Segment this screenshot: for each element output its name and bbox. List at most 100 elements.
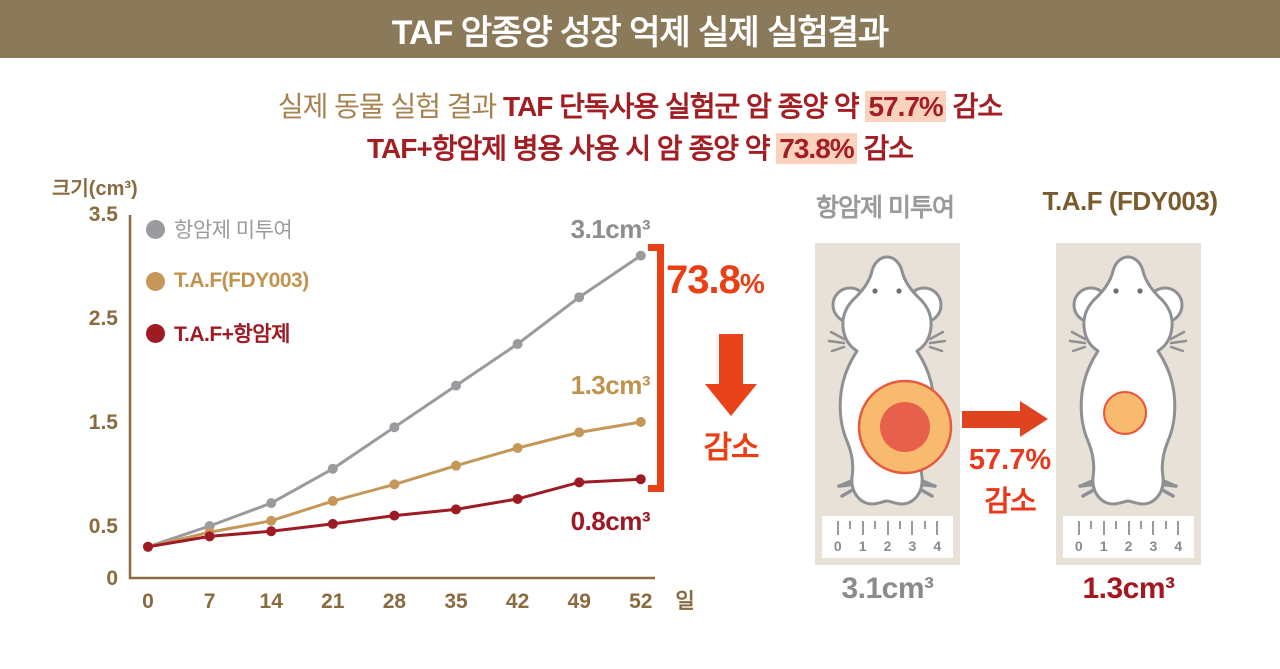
data-point [512, 443, 523, 453]
reduction-percent-value: 73.8 [666, 258, 741, 302]
data-point [266, 526, 277, 537]
data-point [635, 417, 646, 427]
right-arrow-icon [962, 411, 1020, 428]
x-tick-label: 21 [321, 590, 345, 613]
reduction-percent: 73.8% [666, 258, 765, 303]
ruler-number: 2 [1124, 538, 1133, 554]
data-point [451, 504, 461, 515]
data-point [327, 496, 338, 507]
y-tick-label: 3.5 [89, 203, 119, 226]
data-point [574, 292, 585, 303]
x-tick-label: 52 [629, 590, 652, 613]
data-point [266, 515, 277, 526]
legend-label-taf-chemo: T.A.F+항암제 [174, 323, 290, 346]
percent-sign: % [739, 268, 765, 299]
x-tick-label: 35 [444, 590, 468, 613]
ruler-tick [1115, 521, 1118, 529]
x-tick-label: 49 [568, 590, 591, 613]
series-end-label-gray: 3.1cm³ [570, 214, 651, 244]
page-title: TAF 암종양 성장 억제 실제 실험결과 [391, 13, 889, 52]
tumor-size-control: 3.1cm³ [841, 572, 934, 605]
subtitle-line1-suffix: 감소 [945, 91, 1004, 122]
header-bar: TAF 암종양 성장 억제 실제 실험결과 [0, 0, 1280, 58]
ruler-tick [923, 521, 926, 529]
chart-legend: 항암제 미투여 T.A.F(FDY003) T.A.F+항암제 [146, 216, 309, 346]
x-axis-unit-label: 일 [675, 590, 694, 613]
ruler-tick [849, 521, 852, 529]
subtitle-line-2: TAF+항암제 병용 사용 시 암 종양 약 73.8% 감소 [0, 128, 1280, 170]
reduction-word: 감소 [703, 430, 759, 465]
data-point [204, 531, 215, 542]
ruler-number: 0 [1074, 538, 1083, 554]
reduction-bracket [648, 244, 664, 492]
subtitle-prefix: 실제 동물 실험 결과 [277, 91, 504, 122]
subtitle: 실제 동물 실험 결과 TAF 단독사용 실험군 암 종양 약 57.7% 감소… [0, 86, 1280, 170]
y-tick-label: 0 [106, 567, 118, 590]
data-point [143, 541, 153, 552]
tumor-growth-line-chart: 0 0.5 1.5 2.5 3.5 0 7 14 21 28 35 42 49 52 일 [89, 203, 695, 613]
ruler-number: 1 [858, 538, 867, 554]
ruler-tick [1127, 521, 1130, 535]
ruler-number: 3 [1149, 538, 1158, 554]
ruler-tick [1177, 521, 1180, 535]
legend-label-control: 항암제 미투여 [174, 219, 293, 242]
subtitle-line1-text: TAF 단독사용 실험군 암 종양 약 [503, 91, 866, 122]
ruler-tick [1102, 521, 1105, 535]
data-point [512, 493, 523, 504]
subtitle-line1-percent: 57.7% [865, 91, 946, 122]
series-end-label-gold: 1.3cm³ [570, 370, 651, 400]
data-point [635, 474, 646, 485]
legend-dot-gold [146, 271, 165, 291]
x-tick-label: 14 [260, 590, 284, 613]
ruler-tick [1090, 521, 1093, 529]
legend-label-taf: T.A.F(FDY003) [174, 269, 309, 292]
ruler-tick [861, 521, 864, 535]
legend-item-control: 항암제 미투여 [146, 216, 309, 242]
data-point [266, 498, 277, 509]
x-tick-label: 7 [204, 590, 216, 613]
comparison-title-control: 항암제 미투여 [816, 194, 955, 222]
ruler-tick [886, 521, 889, 535]
ruler-tick [911, 521, 914, 535]
comparison-word: 감소 [984, 486, 1036, 518]
data-point [635, 250, 646, 261]
chart-axes [128, 215, 655, 580]
legend-item-taf: T.A.F(FDY003) [146, 268, 309, 294]
ruler-tick [1077, 521, 1080, 535]
y-tick-label: 2.5 [89, 307, 119, 330]
ruler-tick [1152, 521, 1155, 535]
down-arrow-icon [719, 334, 743, 386]
ruler-number: 4 [933, 538, 942, 554]
comparison-percent: 57.7% [968, 444, 1052, 476]
ruler-tick [1139, 521, 1142, 529]
ruler-number: 2 [883, 538, 892, 554]
ruler-tick [874, 521, 877, 529]
ruler-tick [836, 521, 839, 535]
legend-dot-red [146, 323, 165, 343]
y-tick-label: 1.5 [89, 411, 119, 434]
legend-item-taf-chemo: T.A.F+항암제 [146, 320, 309, 346]
data-point [574, 477, 585, 488]
x-tick-label: 0 [142, 590, 154, 613]
subtitle-line2-percent: 73.8% [776, 133, 857, 164]
ruler-tick [898, 521, 901, 529]
comparison-title-taf: T.A.F (FDY003) [1042, 186, 1218, 216]
subtitle-line-1: 실제 동물 실험 결과 TAF 단독사용 실험군 암 종양 약 57.7% 감소 [0, 86, 1280, 128]
x-tick-label: 28 [383, 590, 407, 613]
down-arrow-head [705, 384, 757, 416]
ruler-number: 1 [1099, 538, 1108, 554]
y-tick-label: 0.5 [89, 515, 119, 538]
data-point [327, 518, 338, 529]
data-point [389, 510, 400, 521]
ruler-number: 0 [833, 538, 842, 554]
subtitle-line2-suffix: 감소 [856, 133, 914, 164]
y-axis-title: 크기(cm³) [52, 178, 138, 200]
tumor-large-icon [857, 379, 953, 475]
data-point [389, 479, 400, 490]
subtitle-line2-text: TAF+항암제 병용 사용 시 암 종양 약 [367, 133, 777, 164]
